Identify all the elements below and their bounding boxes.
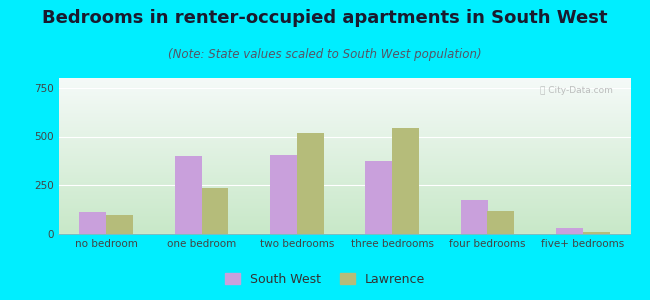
Bar <box>270 155 297 234</box>
Bar <box>79 212 106 234</box>
Bar <box>297 133 324 234</box>
Text: (Note: State values scaled to South West population): (Note: State values scaled to South West… <box>168 48 482 61</box>
Text: Ⓢ City-Data.com: Ⓢ City-Data.com <box>540 86 614 95</box>
Bar <box>392 128 419 234</box>
Bar <box>488 211 514 234</box>
Bar <box>556 228 583 234</box>
Bar <box>202 188 228 234</box>
Legend: South West, Lawrence: South West, Lawrence <box>220 268 430 291</box>
Bar <box>106 214 133 234</box>
Bar <box>175 156 202 234</box>
Bar <box>461 200 488 234</box>
Text: Bedrooms in renter-occupied apartments in South West: Bedrooms in renter-occupied apartments i… <box>42 9 608 27</box>
Bar <box>365 161 392 234</box>
Bar <box>583 232 610 234</box>
